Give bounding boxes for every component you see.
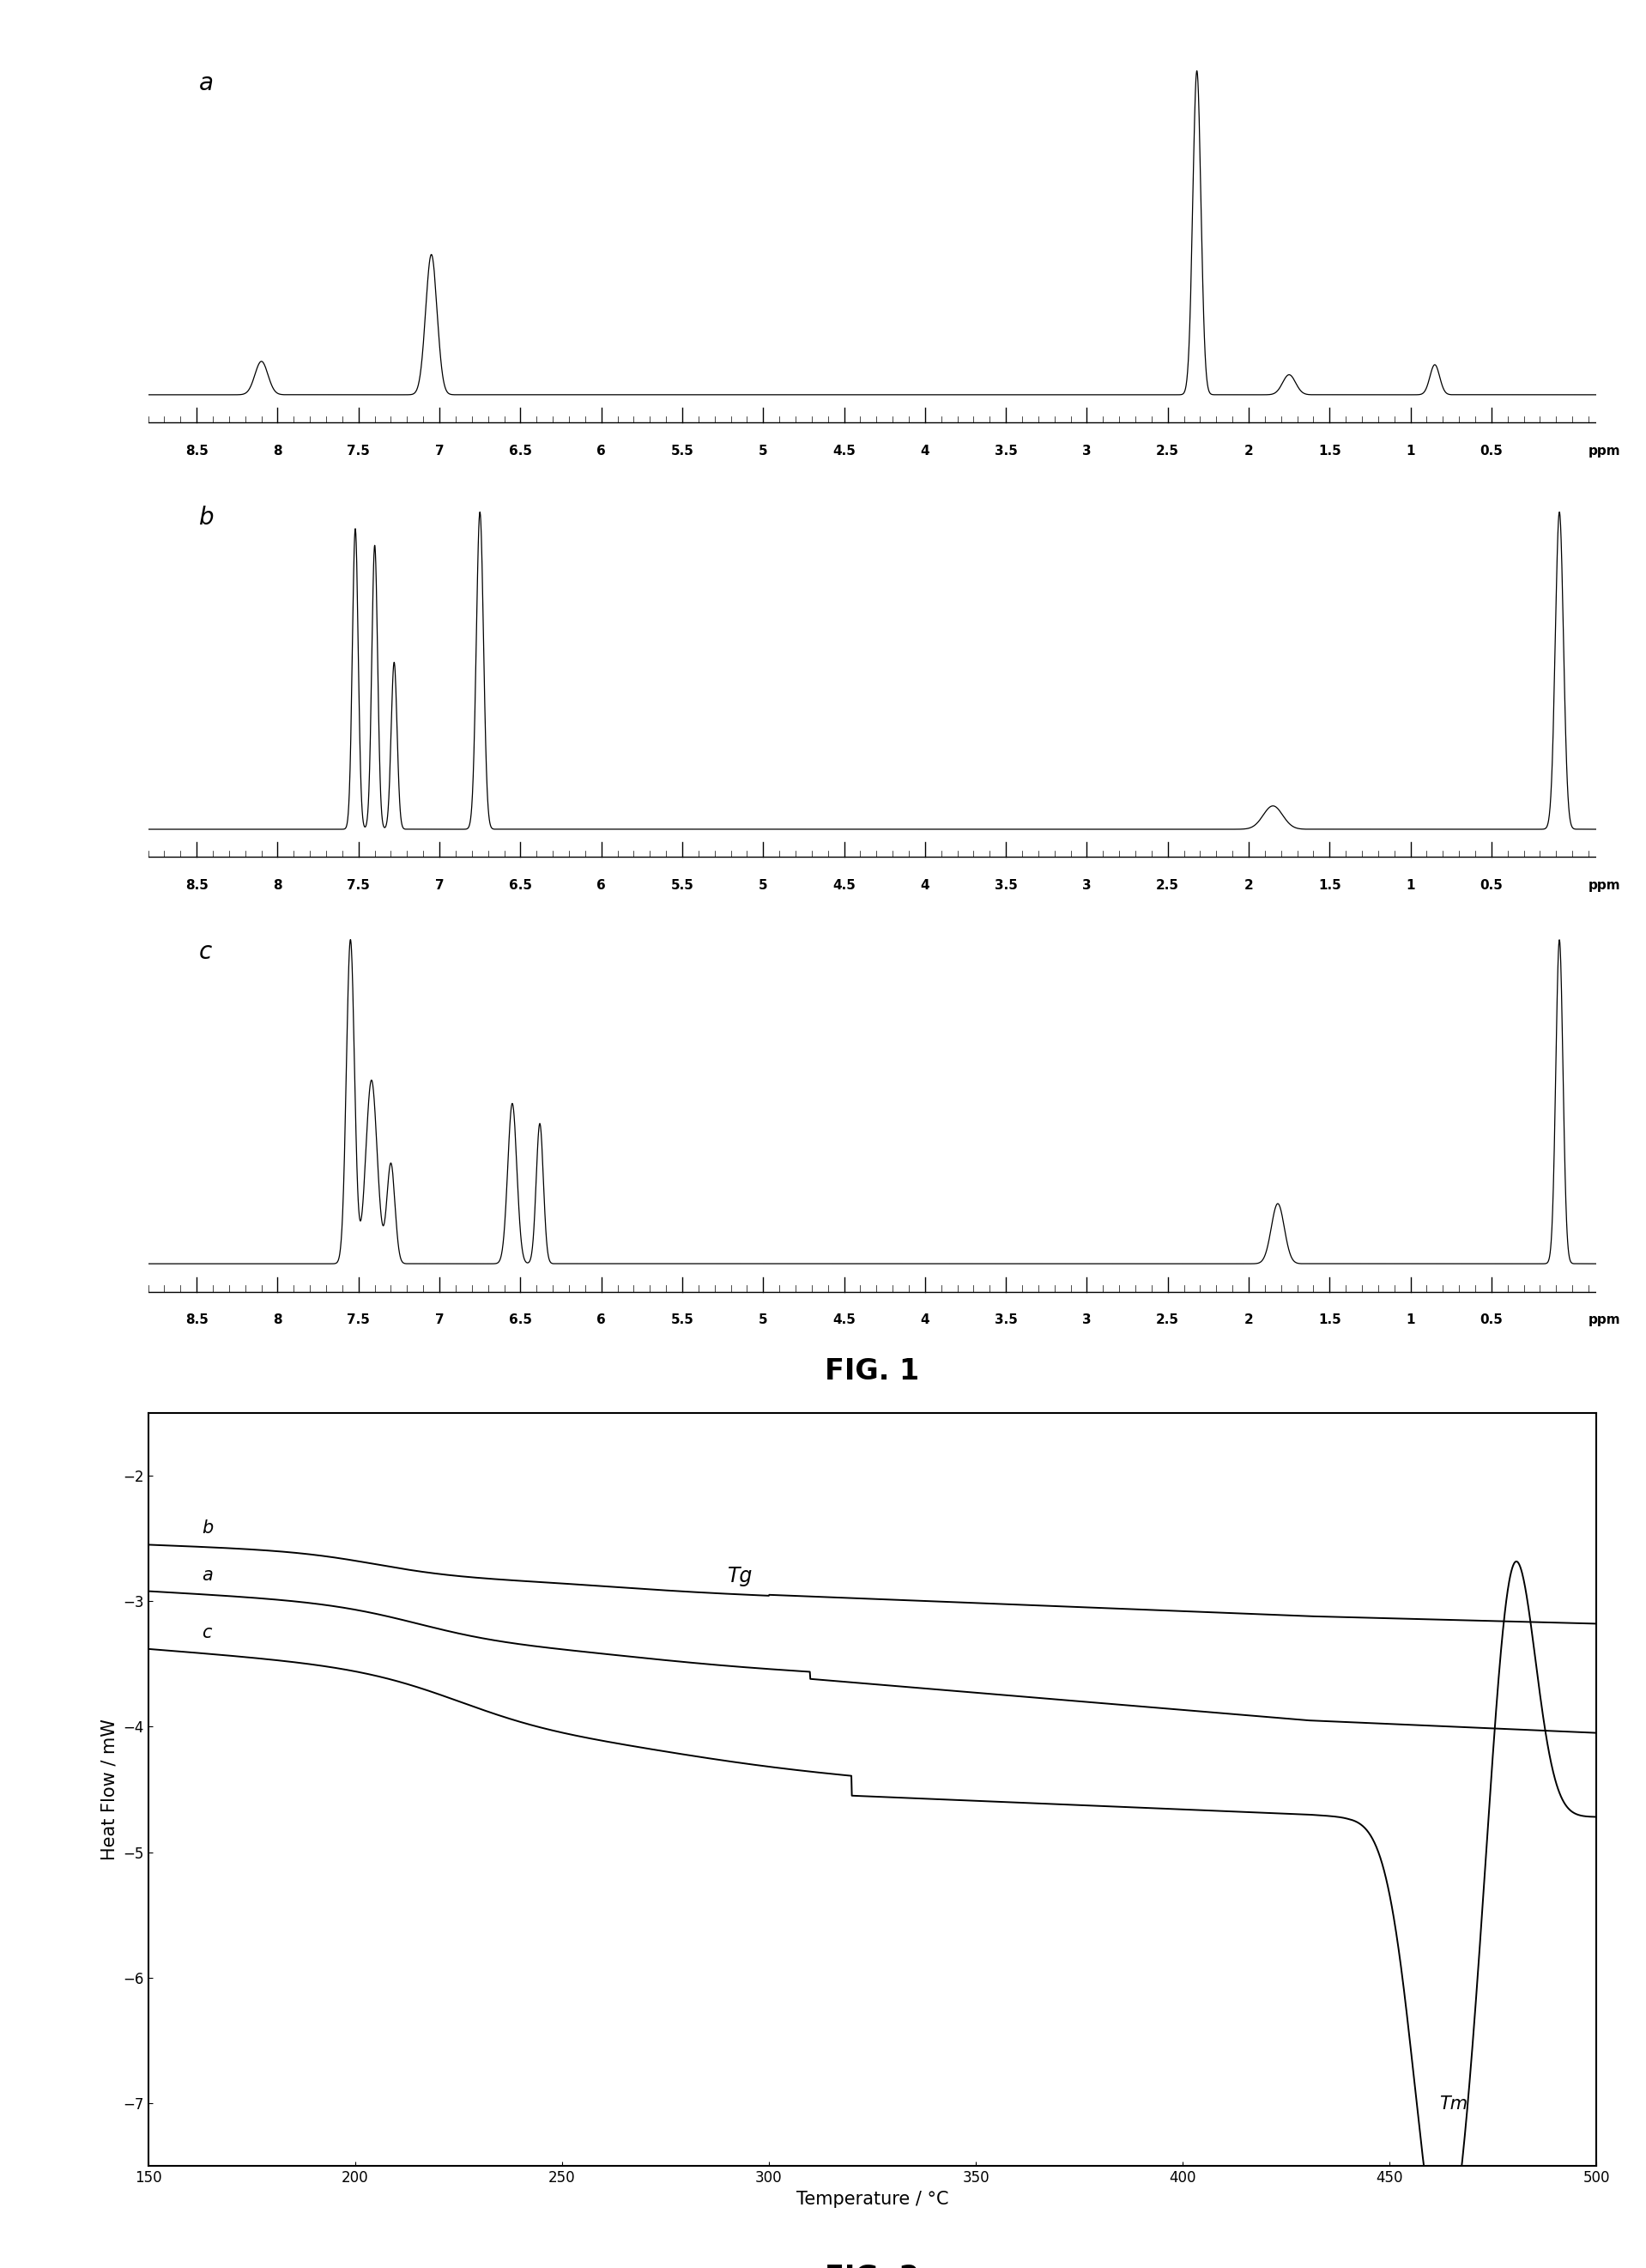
Text: 7.5: 7.5 — [347, 1313, 370, 1327]
Text: 1.5: 1.5 — [1318, 445, 1341, 458]
Text: a: a — [202, 1567, 212, 1583]
Text: 8: 8 — [273, 445, 281, 458]
Text: 4: 4 — [920, 878, 930, 891]
Text: 4.5: 4.5 — [833, 445, 856, 458]
Text: 2: 2 — [1244, 1313, 1253, 1327]
Text: b: b — [202, 1520, 214, 1538]
Text: FIG. 1: FIG. 1 — [825, 1356, 920, 1386]
Text: 5: 5 — [759, 1313, 767, 1327]
Text: 7: 7 — [435, 445, 444, 458]
Text: c: c — [199, 939, 212, 964]
Text: 5.5: 5.5 — [670, 445, 693, 458]
Text: 8.5: 8.5 — [184, 445, 209, 458]
Text: Tm: Tm — [1439, 2096, 1468, 2114]
Text: 0.5: 0.5 — [1480, 1313, 1503, 1327]
Text: 0.5: 0.5 — [1480, 878, 1503, 891]
Text: 2.5: 2.5 — [1155, 1313, 1179, 1327]
Text: 3: 3 — [1083, 1313, 1091, 1327]
Text: 3.5: 3.5 — [994, 1313, 1017, 1327]
Text: Tg: Tg — [728, 1565, 752, 1588]
Text: 7: 7 — [435, 1313, 444, 1327]
Text: 7.5: 7.5 — [347, 878, 370, 891]
Text: 1: 1 — [1406, 878, 1416, 891]
Text: 2: 2 — [1244, 445, 1253, 458]
Text: 0.5: 0.5 — [1480, 445, 1503, 458]
Text: 8: 8 — [273, 1313, 281, 1327]
Text: ppm: ppm — [1588, 878, 1621, 891]
Text: 4: 4 — [920, 1313, 930, 1327]
Text: 6.5: 6.5 — [509, 445, 532, 458]
Text: 5.5: 5.5 — [670, 1313, 693, 1327]
Text: 8.5: 8.5 — [184, 878, 209, 891]
Text: c: c — [202, 1624, 212, 1642]
Text: 2.5: 2.5 — [1155, 878, 1179, 891]
Text: 4.5: 4.5 — [833, 1313, 856, 1327]
Text: 5: 5 — [759, 445, 767, 458]
Text: 4.5: 4.5 — [833, 878, 856, 891]
Text: FIG. 2: FIG. 2 — [825, 2263, 920, 2268]
Text: 5.5: 5.5 — [670, 878, 693, 891]
Text: 6: 6 — [597, 878, 606, 891]
Text: 6.5: 6.5 — [509, 878, 532, 891]
Text: 3: 3 — [1083, 445, 1091, 458]
Text: 1.5: 1.5 — [1318, 1313, 1341, 1327]
Text: 2: 2 — [1244, 878, 1253, 891]
Y-axis label: Heat Flow / mW: Heat Flow / mW — [100, 1719, 119, 1860]
Text: a: a — [199, 70, 214, 95]
Text: b: b — [199, 506, 214, 531]
Text: 6.5: 6.5 — [509, 1313, 532, 1327]
Text: 1: 1 — [1406, 445, 1416, 458]
Text: 2.5: 2.5 — [1155, 445, 1179, 458]
Text: ppm: ppm — [1588, 1313, 1621, 1327]
Text: 5: 5 — [759, 878, 767, 891]
Text: 4: 4 — [920, 445, 930, 458]
Text: 1.5: 1.5 — [1318, 878, 1341, 891]
Text: 8.5: 8.5 — [184, 1313, 209, 1327]
Text: 3.5: 3.5 — [994, 445, 1017, 458]
Text: 6: 6 — [597, 1313, 606, 1327]
X-axis label: Temperature / °C: Temperature / °C — [797, 2191, 948, 2207]
Text: 7.5: 7.5 — [347, 445, 370, 458]
Text: 6: 6 — [597, 445, 606, 458]
Text: 3.5: 3.5 — [994, 878, 1017, 891]
Text: 8: 8 — [273, 878, 281, 891]
Text: ppm: ppm — [1588, 445, 1621, 458]
Text: 1: 1 — [1406, 1313, 1416, 1327]
Text: 7: 7 — [435, 878, 444, 891]
Text: 3: 3 — [1083, 878, 1091, 891]
